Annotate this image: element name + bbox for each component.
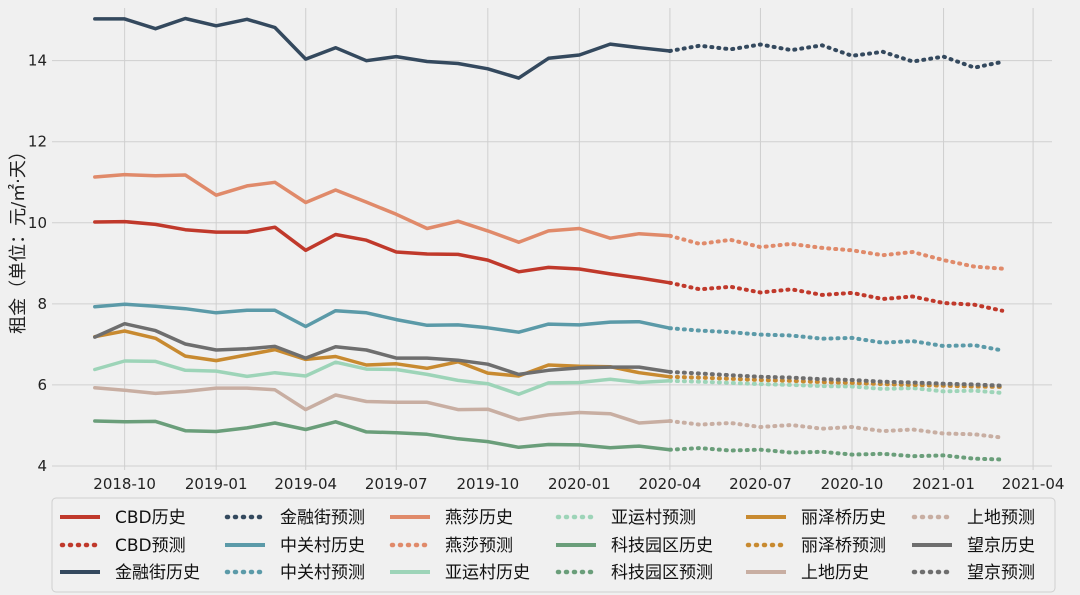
x-tick-label: 2021-04: [1002, 475, 1065, 493]
legend: CBD历史CBD预测金融街历史金融街预测中关村历史中关村预测燕莎历史燕莎预测亚运…: [51, 497, 1056, 593]
x-tick-label: 2020-10: [821, 475, 884, 493]
series-line-forecast-11: [667, 446, 1005, 462]
legend-frame: [51, 497, 1056, 593]
legend-label: CBD预测: [115, 536, 186, 556]
legend-label: 燕莎历史: [445, 508, 513, 528]
series-line-history-2: [93, 16, 672, 80]
y-tick-label: 12: [28, 133, 47, 151]
y-tick-label: 4: [37, 457, 47, 475]
legend-label: 亚运村预测: [611, 508, 696, 528]
x-tick-label: 2019-07: [365, 475, 428, 493]
grid-lines: [52, 8, 1052, 470]
x-tick-label: 2019-04: [274, 475, 337, 493]
series-line-history-14: [93, 385, 672, 425]
y-tick-label: 8: [37, 295, 47, 313]
series-line-history-0: [93, 219, 672, 285]
legend-label: 上地历史: [801, 563, 869, 583]
y-axis-label: 租金（单位：元/㎡·天）: [7, 142, 29, 334]
x-tick-labels: 2018-10 2019-01 2019-04 2019-07 2019-10 2020-…: [93, 475, 1064, 493]
x-tick-label: 2020-01: [548, 475, 611, 493]
x-tick-label: 2018-10: [93, 475, 156, 493]
legend-label: 燕莎预测: [445, 536, 513, 556]
legend-label: 中关村历史: [280, 536, 365, 556]
legend-label: 金融街预测: [280, 508, 365, 528]
y-tick-label: 6: [37, 376, 47, 394]
series-line-forecast-17: [667, 369, 1005, 388]
x-tick-label: 2019-10: [456, 475, 519, 493]
series-line-history-8: [93, 359, 672, 396]
series-line-forecast-5: [667, 233, 1005, 271]
series-line-history-16: [93, 321, 672, 377]
x-tick-label: 2019-01: [185, 475, 248, 493]
x-tick-label: 2020-07: [729, 475, 792, 493]
series-line-history-10: [93, 419, 672, 452]
legend-label: 中关村预测: [280, 563, 365, 583]
y-tick-labels: 4 6 8 10 12 14: [28, 52, 47, 475]
legend-label: CBD历史: [115, 508, 186, 528]
series-line-forecast-3: [667, 42, 1005, 70]
x-tick-label: 2021-01: [912, 475, 975, 493]
series-line-forecast-9: [667, 378, 1005, 395]
legend-label: 望京预测: [967, 563, 1035, 583]
legend-label: 科技园区历史: [611, 536, 713, 556]
x-tick-label: 2020-04: [639, 475, 702, 493]
legend-label: 金融街历史: [115, 563, 200, 583]
y-tick-label: 10: [28, 214, 47, 232]
legend-label: 上地预测: [967, 508, 1035, 528]
series-line-history-12: [93, 329, 672, 379]
series-line-history-6: [93, 302, 672, 334]
legend-label: 望京历史: [967, 536, 1035, 556]
series-line-forecast-7: [667, 326, 1005, 353]
series-line-forecast-1: [667, 280, 1005, 313]
legend-label: 亚运村历史: [445, 563, 530, 583]
series-lines: [93, 16, 1005, 462]
legend-label: 丽泽桥历史: [801, 508, 886, 528]
y-tick-label: 14: [28, 52, 47, 70]
series-line-forecast-13: [667, 374, 1005, 389]
legend-label: 丽泽桥预测: [801, 536, 886, 556]
legend-label: 科技园区预测: [611, 563, 713, 583]
series-line-forecast-15: [667, 419, 1005, 440]
series-line-history-4: [93, 172, 672, 244]
